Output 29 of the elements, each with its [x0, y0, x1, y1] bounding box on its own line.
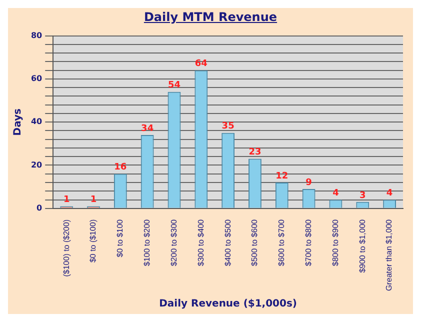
x-tick-label: $700 to $800	[304, 218, 314, 266]
x-tick-label: $900 to $1,000	[358, 218, 367, 273]
data-label: 64	[194, 59, 208, 70]
data-label: 4	[332, 188, 339, 199]
data-label: 23	[248, 148, 262, 158]
x-tick-label: $300 to $400	[196, 218, 206, 266]
y-tick-label: 60	[30, 74, 43, 84]
data-label: 35	[222, 122, 234, 132]
x-tick-label: $0 to $100	[116, 218, 125, 258]
data-label: 3	[360, 190, 366, 201]
x-tick-label: $400 to $500	[223, 218, 232, 266]
chart-title: Daily MTM Revenue	[142, 9, 278, 26]
x-tick-label: Greater than $1,000	[384, 218, 394, 292]
x-tick-label: $800 to $900	[330, 218, 340, 266]
y-axis-title: Days	[12, 108, 24, 136]
data-label: 4	[386, 188, 393, 199]
data-label: 16	[114, 162, 127, 173]
x-axis-title: Daily Revenue ($1,000s)	[159, 298, 298, 310]
y-tick-label: 20	[30, 160, 43, 170]
y-tick-label: 40	[30, 117, 43, 126]
x-tick-label: $500 to $600	[250, 218, 260, 266]
data-label: 12	[276, 171, 288, 182]
x-tick-label: $100 to $200	[142, 218, 152, 266]
x-tick-label: $600 to $700	[277, 218, 286, 266]
y-tick-label: 80	[30, 30, 43, 40]
x-tick-label: $0 to ($100)	[88, 219, 98, 263]
x-tick-label: ($100) to ($200)	[62, 219, 71, 277]
x-tick-label: $200 to $300	[169, 218, 178, 266]
y-tick-label: 0	[36, 203, 43, 212]
